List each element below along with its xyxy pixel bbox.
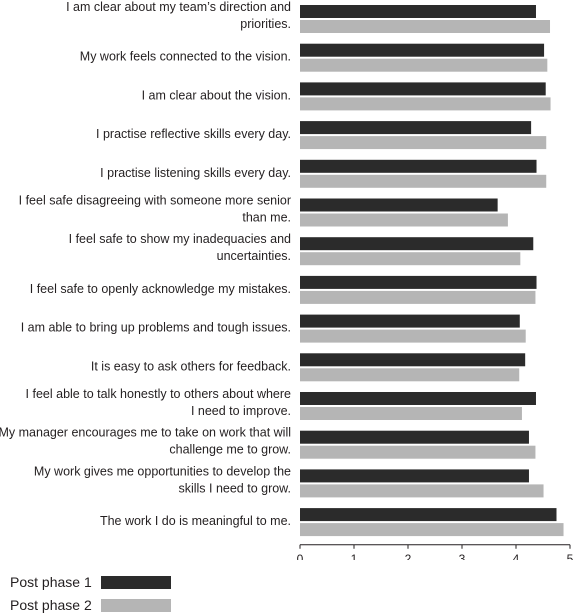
- bar-series-1-item-13: [300, 469, 529, 483]
- category-label-14: The work I do is meaningful to me.: [100, 514, 291, 528]
- legend-item-series-1: Post phase 1: [10, 574, 171, 590]
- bar-series-1-item-3: [300, 82, 546, 96]
- legend-label-series-2: Post phase 2: [10, 597, 92, 613]
- bar-series-2-item-2: [300, 58, 548, 72]
- bar-series-2-item-7: [300, 252, 521, 266]
- bar-series-1-item-9: [300, 314, 520, 328]
- x-tick-label-2: 2: [405, 552, 412, 560]
- legend-item-series-2: Post phase 2: [10, 597, 171, 613]
- x-tick-label-0: 0: [297, 552, 304, 560]
- bar-series-2-item-5: [300, 174, 547, 188]
- category-label-2: My work feels connected to the vision.: [80, 50, 291, 64]
- bar-series-1-item-7: [300, 237, 534, 251]
- category-label-9: I am able to bring up problems and tough…: [21, 321, 291, 335]
- bar-series-2-item-13: [300, 484, 544, 498]
- bar-series-1-item-10: [300, 353, 526, 367]
- legend-swatch-series-1: [101, 575, 171, 589]
- category-labels: I am clear about my team’s direction and…: [0, 0, 291, 528]
- x-tick-label-1: 1: [351, 552, 358, 560]
- x-tick-label-4: 4: [513, 552, 520, 560]
- x-axis-ticks: 0 1 2 3 4 5: [297, 544, 574, 560]
- legend-label-series-1: Post phase 1: [10, 574, 92, 590]
- category-label-3: I am clear about the vision.: [142, 88, 291, 102]
- bar-series-2-item-4: [300, 136, 547, 150]
- category-label-11: I feel able to talk honestly to others a…: [26, 387, 291, 418]
- category-label-1: I am clear about my team’s direction and…: [66, 0, 291, 31]
- category-label-7: I feel safe to show my inadequacies and u…: [69, 232, 291, 263]
- bar-series-2-item-3: [300, 97, 551, 111]
- bar-series-1-item-5: [300, 159, 537, 173]
- category-label-6: I feel safe disagreeing with someone mor…: [19, 194, 291, 225]
- bar-series-1-item-2: [300, 43, 545, 57]
- category-label-8: I feel safe to openly acknowledge my mis…: [30, 282, 291, 296]
- category-label-4: I practise reflective skills every day.: [96, 127, 291, 141]
- bar-series-1-item-8: [300, 275, 537, 289]
- bar-series-2-item-12: [300, 445, 536, 459]
- bar-series-2-item-14: [300, 523, 564, 537]
- bar-series-1-item-12: [300, 430, 529, 444]
- category-label-5: I practise listening skills every day.: [100, 166, 291, 180]
- bar-series-2-item-9: [300, 329, 526, 343]
- bar-series-2-item-1: [300, 20, 551, 33]
- x-tick-label-3: 3: [459, 552, 466, 560]
- category-label-13: My work gives me opportunities to develo…: [34, 464, 291, 495]
- bar-series-2-item-11: [300, 407, 522, 420]
- bar-series-1-item-14: [300, 508, 557, 522]
- bar-series-2-item-8: [300, 290, 536, 304]
- bar-series-2-item-6: [300, 213, 508, 227]
- bar-series-1-item-4: [300, 121, 532, 135]
- x-tick-label-5: 5: [567, 552, 574, 560]
- bar-chart: I am clear about my team’s direction and…: [0, 0, 574, 560]
- bar-series-2-item-10: [300, 368, 520, 382]
- bar-series-1-item-1: [300, 5, 536, 18]
- legend-swatch-series-2: [101, 598, 171, 612]
- bars: [300, 5, 564, 537]
- category-label-12: My manager encourages me to take on work…: [0, 426, 291, 457]
- bar-series-1-item-11: [300, 392, 536, 405]
- bar-series-1-item-6: [300, 198, 498, 212]
- category-label-10: It is easy to ask others for feedback.: [91, 359, 291, 373]
